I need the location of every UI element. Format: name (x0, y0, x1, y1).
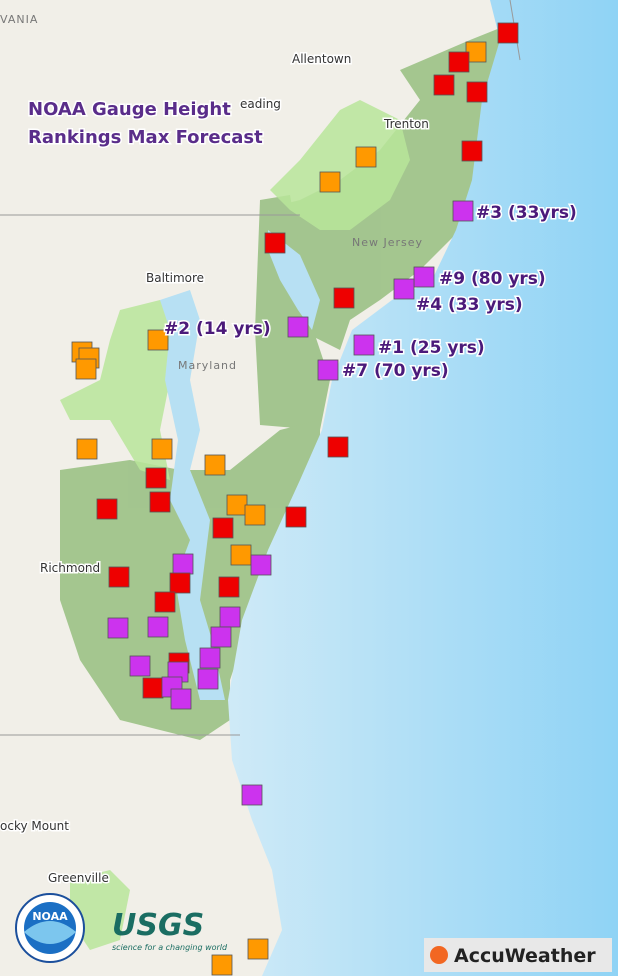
gauge-marker (461, 140, 483, 162)
gauge-marker (241, 784, 263, 806)
gauge-marker (497, 22, 519, 44)
gauge-marker (204, 454, 226, 476)
gauge-marker (147, 616, 169, 638)
place-label: ocky Mount (0, 819, 69, 833)
gauge-marker (333, 287, 355, 309)
gauge-markers (71, 22, 519, 976)
gauge-marker (287, 316, 309, 338)
gauge-marker (393, 278, 415, 300)
gauge-marker (108, 566, 130, 588)
logo-text: NOAA (32, 910, 68, 923)
gauge-marker (142, 677, 164, 699)
place-labels: VANIA Allentown eading Trenton New Jerse… (0, 13, 430, 887)
gauge-marker (466, 81, 488, 103)
gauge-marker (211, 954, 233, 976)
gauge-marker (170, 688, 192, 710)
place-label: Allentown (292, 52, 351, 66)
gauge-marker (212, 517, 234, 539)
gauge-marker (149, 491, 171, 513)
usgs-logo: USGS science for a changing world (112, 908, 228, 952)
annotation: #7 (70 yrs) (342, 361, 449, 381)
place-label: New Jersey (352, 236, 423, 249)
annotation: #9 (80 yrs) (439, 269, 546, 289)
gauge-marker (452, 200, 474, 222)
gauge-marker (172, 553, 194, 575)
gauge-marker (129, 655, 151, 677)
title-line: NOAA Gauge Height (28, 99, 231, 120)
gauge-marker (107, 617, 129, 639)
gauge-marker (199, 647, 221, 669)
gauge-marker (244, 504, 266, 526)
place-label: Trenton (383, 117, 429, 131)
gauge-marker (319, 171, 341, 193)
annotation: #4 (33 yrs) (416, 295, 523, 315)
gauge-marker (96, 498, 118, 520)
gauge-marker (226, 494, 248, 516)
ocean (228, 0, 618, 976)
gauge-marker (355, 146, 377, 168)
place-label: VANIA (0, 13, 38, 26)
gauge-marker (250, 554, 272, 576)
annotations: #3 (33yrs) #9 (80 yrs) #4 (33 yrs) #2 (1… (163, 202, 579, 383)
gauge-marker (413, 266, 435, 288)
gauge-marker (317, 359, 339, 381)
place-label: Greenville (48, 871, 109, 885)
place-label: Maryland (178, 359, 237, 372)
gauge-marker (448, 51, 470, 73)
gauge-marker (219, 606, 241, 628)
gauge-marker (154, 591, 176, 613)
gauge-marker (247, 938, 269, 960)
gauge-marker (76, 438, 98, 460)
gauge-marker (433, 74, 455, 96)
place-label: eading (240, 97, 281, 111)
gauge-marker (230, 544, 252, 566)
annotation: #2 (14 yrs) (164, 319, 271, 339)
place-label: Richmond (40, 561, 100, 575)
annotation: #3 (33yrs) (476, 203, 577, 223)
accuweather-logo: AccuWeather (424, 938, 612, 972)
annotation: #1 (25 yrs) (378, 338, 485, 358)
gauge-marker (218, 576, 240, 598)
title-line: Rankings Max Forecast (28, 127, 263, 148)
place-label: Baltimore (146, 271, 204, 285)
logo-tagline: science for a changing world (112, 943, 228, 952)
gauge-marker (285, 506, 307, 528)
gauge-marker (151, 438, 173, 460)
gauge-marker (75, 358, 97, 380)
gauge-marker (147, 329, 169, 351)
noaa-logo: NOAA (15, 893, 85, 963)
gauge-marker (169, 572, 191, 594)
gauge-marker (327, 436, 349, 458)
bays (160, 230, 320, 700)
gauge-marker (145, 467, 167, 489)
gauge-marker (197, 668, 219, 690)
logo-text: USGS (112, 908, 204, 943)
logo-text: AccuWeather (454, 945, 596, 967)
gauge-marker (353, 334, 375, 356)
gauge-marker (264, 232, 286, 254)
gauge-marker (210, 626, 232, 648)
